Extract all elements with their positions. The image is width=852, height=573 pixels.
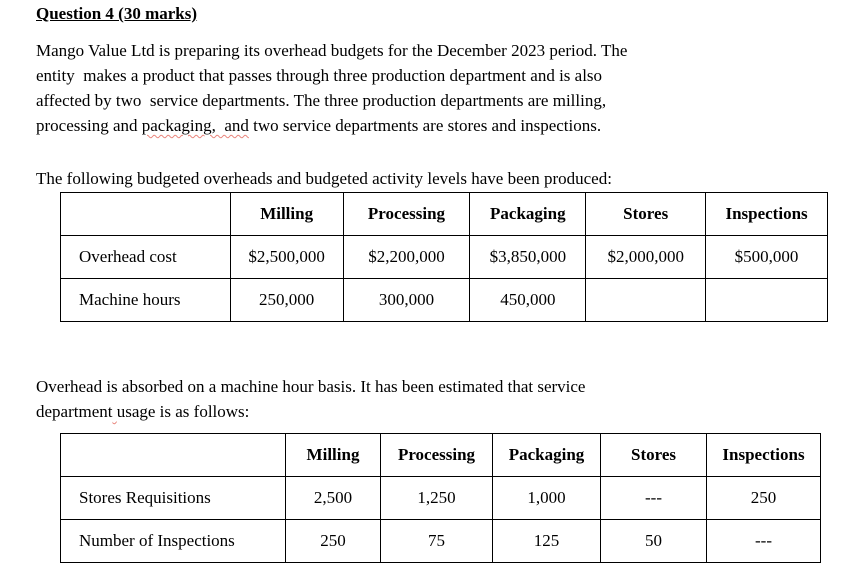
table-cell: 250,000 — [229, 278, 344, 322]
table-cell: 250 — [706, 476, 821, 520]
table-header-cell: Milling — [229, 192, 344, 236]
table-row: Machine hours 250,000 300,000 450,000 — [60, 278, 828, 322]
paragraph-text: two service departments are stores and i… — [248, 116, 602, 135]
table-cell: $3,850,000 — [469, 235, 587, 279]
row-label-cell: Machine hours — [60, 278, 231, 322]
paragraph-line: Overhead is absorbed on a machine hour b… — [36, 377, 586, 396]
absorption-paragraph: Overhead is absorbed on a machine hour b… — [36, 374, 828, 424]
row-label-cell: Number of Inspections — [60, 519, 286, 563]
table-header-cell: Stores — [585, 192, 707, 236]
table-header-cell — [60, 433, 286, 477]
table-header-cell: Processing — [342, 192, 471, 236]
table-cell: $500,000 — [705, 235, 828, 279]
paragraph-line: affected by two service departments. The… — [36, 91, 607, 110]
table-header-row: Milling Processing Packaging Stores Insp… — [60, 433, 821, 477]
table-cell: $2,200,000 — [342, 235, 471, 279]
table-cell: 250 — [285, 519, 381, 563]
table-header-cell: Inspections — [705, 192, 828, 236]
table-cell: --- — [706, 519, 821, 563]
budgeted-overheads-table: Milling Processing Packaging Stores Insp… — [60, 192, 828, 322]
table-cell — [585, 278, 707, 322]
paragraph-line: Mango Value Ltd is preparing its overhea… — [36, 41, 628, 60]
paragraph-text: department — [36, 402, 113, 421]
table-cell: 125 — [492, 519, 601, 563]
table-header-cell: Packaging — [492, 433, 601, 477]
table-cell: 450,000 — [469, 278, 587, 322]
table-header-cell: Milling — [285, 433, 381, 477]
table-header-cell: Inspections — [706, 433, 821, 477]
table-header-cell: Processing — [380, 433, 493, 477]
table-header-cell: Packaging — [469, 192, 587, 236]
row-label-cell: Stores Requisitions — [60, 476, 286, 520]
table-header-row: Milling Processing Packaging Stores Insp… — [60, 192, 828, 236]
table-cell: --- — [600, 476, 707, 520]
paragraph-line: department usage is as follows: — [36, 399, 828, 424]
table-row: Stores Requisitions 2,500 1,250 1,000 --… — [60, 476, 821, 520]
intro-paragraph: Mango Value Ltd is preparing its overhea… — [36, 38, 828, 138]
question-title: Question 4 (30 marks) — [36, 4, 198, 23]
service-department-usage-table: Milling Processing Packaging Stores Insp… — [60, 433, 821, 563]
row-label-cell: Overhead cost — [60, 235, 231, 279]
table1-intro-text: The following budgeted overheads and bud… — [36, 169, 612, 188]
spellcheck-underlined-text: packaging, and — [141, 116, 249, 135]
table-row: Overhead cost $2,500,000 $2,200,000 $3,8… — [60, 235, 828, 279]
table-cell: 50 — [600, 519, 707, 563]
table-cell: 300,000 — [342, 278, 471, 322]
table-cell: 1,000 — [492, 476, 601, 520]
table-cell: 2,500 — [285, 476, 381, 520]
table-header-cell: Stores — [600, 433, 707, 477]
paragraph-line: entity makes a product that passes throu… — [36, 66, 603, 85]
paragraph-line: processing and packaging, and two servic… — [36, 113, 828, 138]
table-row: Number of Inspections 250 75 125 50 --- — [60, 519, 821, 563]
table-cell: $2,500,000 — [229, 235, 344, 279]
table-cell: 75 — [380, 519, 493, 563]
paragraph-text: usage is as follows: — [116, 402, 250, 421]
table-cell — [705, 278, 828, 322]
table-cell: 1,250 — [380, 476, 493, 520]
table-header-cell — [60, 192, 231, 236]
paragraph-text: processing and — [36, 116, 142, 135]
table-cell: $2,000,000 — [585, 235, 707, 279]
